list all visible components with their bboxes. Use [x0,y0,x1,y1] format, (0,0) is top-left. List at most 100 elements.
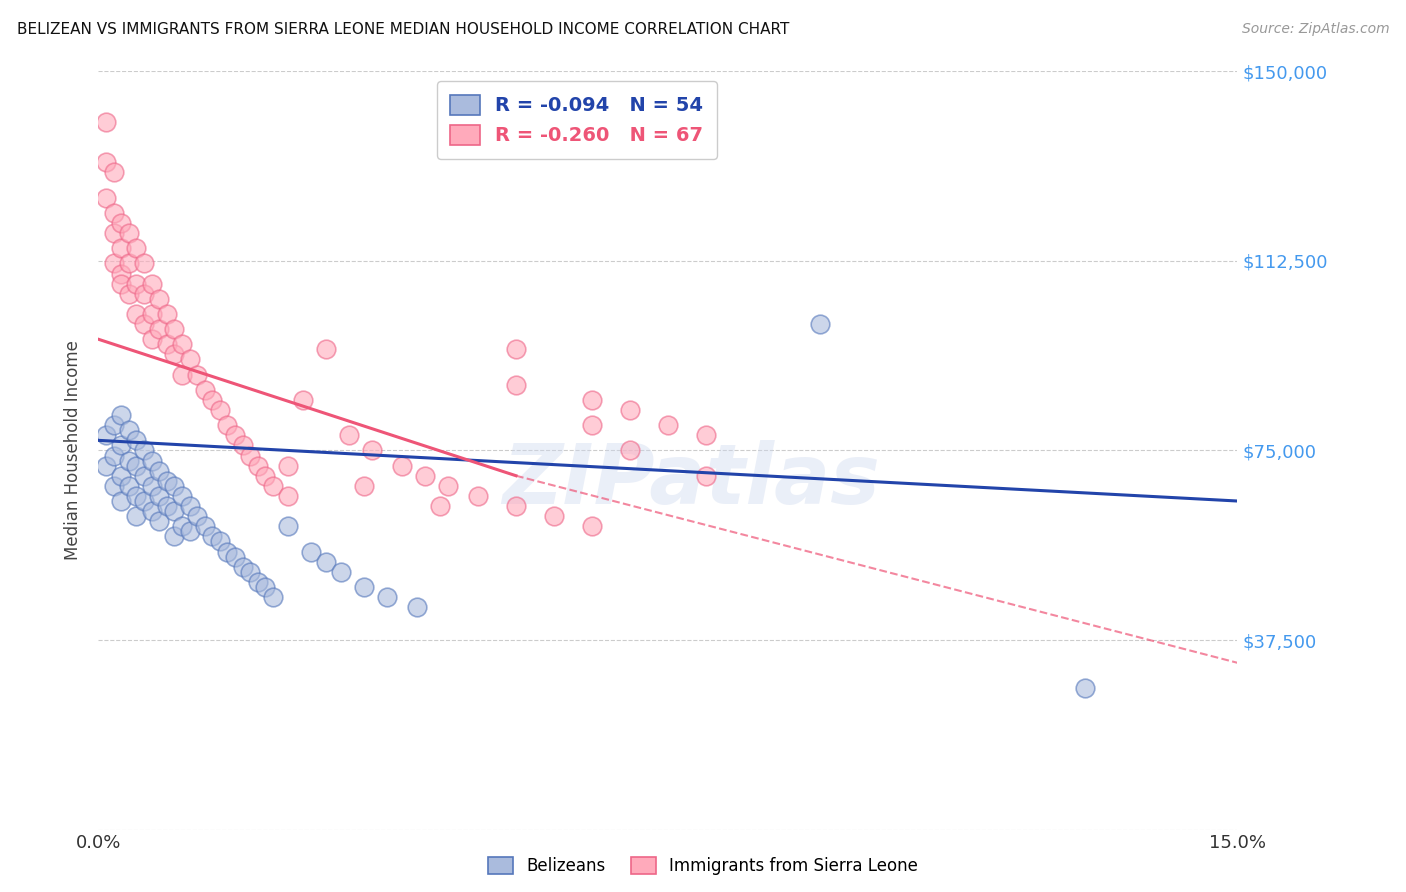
Point [110,468,132,483]
Point [543,509,565,524]
Point [94,155,117,169]
Point [353,580,375,594]
Point [201,529,224,543]
Point [156,499,179,513]
Point [179,524,201,539]
Point [239,449,262,463]
Point [163,347,186,361]
Point [292,392,315,407]
Point [353,479,375,493]
Text: ZIPatlas: ZIPatlas [502,441,880,521]
Point [94,458,117,473]
Point [163,529,186,543]
Point [330,565,353,579]
Point [657,418,679,433]
Point [141,504,163,518]
Point [141,307,163,321]
Point [619,403,641,417]
Point [246,574,269,589]
Point [103,449,125,463]
Point [208,534,231,549]
Point [156,337,179,351]
Point [194,519,217,533]
Point [581,418,603,433]
Point [118,453,141,467]
Point [132,443,155,458]
Point [505,377,527,392]
Point [141,479,163,493]
Point [170,489,193,503]
Point [413,468,436,483]
Point [110,241,132,255]
Point [808,317,831,331]
Point [148,464,170,478]
Point [125,458,148,473]
Point [103,256,125,270]
Point [429,499,451,513]
Legend: Belizeans, Immigrants from Sierra Leone: Belizeans, Immigrants from Sierra Leone [479,849,927,884]
Point [467,489,489,503]
Point [125,241,148,255]
Point [505,343,527,357]
Point [262,479,284,493]
Point [315,555,337,569]
Y-axis label: Median Household Income: Median Household Income [65,341,83,560]
Point [148,292,170,306]
Point [148,489,170,503]
Point [148,322,170,336]
Point [132,494,155,508]
Point [118,286,141,301]
Point [277,519,299,533]
Point [360,443,382,458]
Point [110,216,132,230]
Point [103,418,125,433]
Point [163,479,186,493]
Point [277,458,299,473]
Point [619,443,641,458]
Point [156,307,179,321]
Point [436,479,458,493]
Point [254,580,277,594]
Point [505,499,527,513]
Text: BELIZEAN VS IMMIGRANTS FROM SIERRA LEONE MEDIAN HOUSEHOLD INCOME CORRELATION CHA: BELIZEAN VS IMMIGRANTS FROM SIERRA LEONE… [17,22,789,37]
Point [110,438,132,452]
Point [375,590,398,604]
Point [110,494,132,508]
Point [125,307,148,321]
Point [125,489,148,503]
Point [118,226,141,240]
Point [246,458,269,473]
Point [186,509,208,524]
Point [110,267,132,281]
Point [103,479,125,493]
Point [118,256,141,270]
Point [163,322,186,336]
Point [103,226,125,240]
Point [406,600,429,615]
Point [262,590,284,604]
Point [110,408,132,422]
Point [224,549,246,564]
Point [94,191,117,205]
Point [103,165,125,179]
Point [208,403,231,417]
Point [224,428,246,442]
Point [94,428,117,442]
Point [391,458,413,473]
Point [163,504,186,518]
Point [337,428,360,442]
Point [695,468,717,483]
Point [179,499,201,513]
Point [217,418,239,433]
Point [695,428,717,442]
Point [132,468,155,483]
Point [315,343,337,357]
Point [148,514,170,528]
Point [201,392,224,407]
Point [125,434,148,448]
Point [179,352,201,367]
Point [103,206,125,220]
Point [581,519,603,533]
Point [239,565,262,579]
Point [141,332,163,346]
